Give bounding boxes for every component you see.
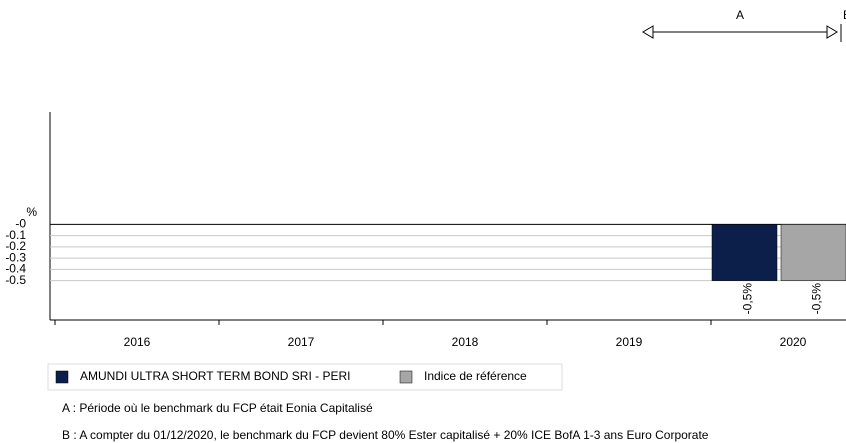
legend-label: Indice de référence — [424, 369, 527, 383]
bar — [780, 224, 846, 281]
y-axis-label: % — [26, 205, 37, 219]
data-label: -0,5% — [741, 283, 755, 315]
note: A : Période où le benchmark du FCP était… — [62, 401, 373, 415]
y-tick-label: -0.3 — [5, 250, 26, 264]
y-tick-label: -0 — [15, 217, 26, 231]
note: B : A compter du 01/12/2020, le benchmar… — [62, 428, 709, 442]
legend-swatch — [399, 370, 413, 384]
y-tick-label: -0.2 — [5, 239, 26, 253]
y-tick-label: -0.1 — [5, 228, 26, 242]
legend-label: AMUNDI ULTRA SHORT TERM BOND SRI - PERI — [80, 369, 350, 383]
y-tick-label: -0.4 — [5, 262, 26, 276]
x-tick-label: 2018 — [452, 335, 479, 349]
annotation: B — [843, 8, 846, 22]
x-tick-label: 2016 — [124, 335, 151, 349]
x-tick-label: 2020 — [780, 335, 807, 349]
bar — [711, 224, 778, 281]
x-tick-label: 2019 — [616, 335, 643, 349]
y-tick-label: -0.5 — [5, 273, 26, 287]
annotation: A — [736, 8, 744, 22]
legend-box — [47, 363, 563, 391]
arrow-heads — [642, 25, 838, 39]
data-label: -0,5% — [810, 283, 824, 315]
legend-swatch — [55, 370, 69, 384]
x-tick-label: 2017 — [288, 335, 315, 349]
